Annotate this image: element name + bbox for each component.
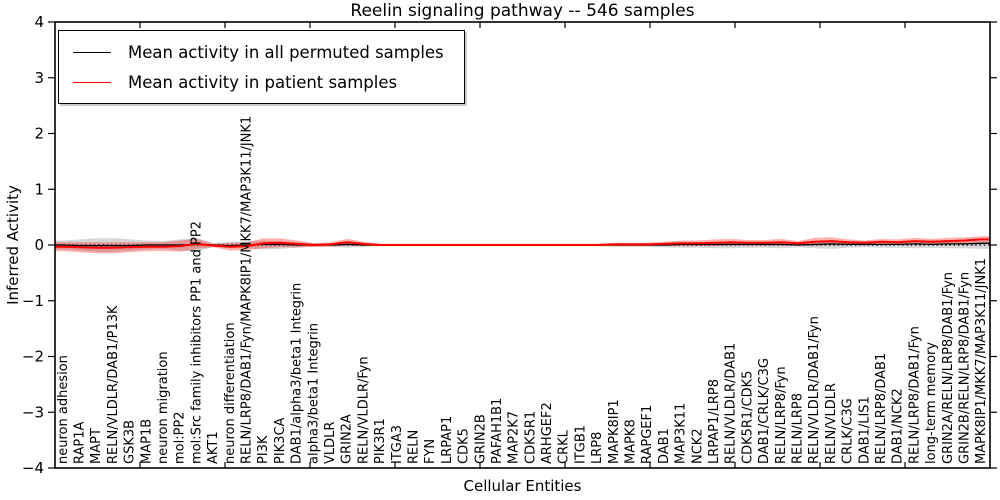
x-tick-label: RELN/VLDLR	[824, 383, 839, 464]
legend-entry-permuted: Mean activity in all permuted samples	[73, 37, 444, 67]
x-tick-label: CRKL	[557, 429, 572, 464]
y-tick-label: −1	[22, 292, 44, 310]
plot-frame	[54, 21, 991, 469]
x-tick-label: RELN/VLDLR/Fyn	[356, 356, 371, 464]
x-tick-label: AKT1	[206, 431, 221, 464]
legend-label-permuted: Mean activity in all permuted samples	[128, 42, 444, 62]
x-tick-label: RELN/LRP8	[790, 393, 805, 464]
x-tick-label: RELN/VLDLR/DAB1/P13K	[106, 305, 121, 464]
x-tick-label: RELN/LRP8/DAB1/Fyn/MAPK8IP1/MKK7/MAP3K11…	[240, 116, 255, 464]
x-tick-label: MAPK8IP1	[607, 399, 622, 464]
x-tick-label: mol:Src family inhibitors PP1 and PP2	[189, 221, 204, 464]
x-tick-label: VLDLR	[323, 422, 338, 464]
y-tick-label: −2	[22, 348, 44, 366]
y-tick-label: −3	[22, 403, 44, 421]
x-tick-label: PIK3CA	[273, 417, 288, 464]
patient-line-swatch	[73, 81, 111, 83]
x-tick-label: RELN/VLDLR/DAB1/Fyn	[807, 316, 822, 464]
x-tick-label: RAP1A	[73, 421, 88, 464]
x-tick-label: GSK3B	[123, 420, 138, 464]
x-axis-label: Cellular Entities	[463, 477, 582, 495]
x-tick-label: MAP2K7	[507, 411, 522, 464]
y-axis-label: Inferred Activity	[4, 185, 22, 305]
x-tick-label: RELN/LRP8/Fyn	[774, 366, 789, 464]
x-tick-label: ITGB1	[573, 425, 588, 464]
x-tick-label: GRIN2B	[473, 414, 488, 464]
x-tick-label: long-term memory	[924, 342, 939, 464]
x-tick-label: DAB1/CRLK/C3G	[757, 358, 772, 464]
legend-label-patient: Mean activity in patient samples	[128, 72, 398, 92]
y-tick-label: 4	[34, 13, 44, 31]
x-tick-label: GRIN2A/RELN/LRP8/DAB1/Fyn	[941, 272, 956, 464]
y-tick-label: 3	[34, 69, 44, 87]
permuted-line-swatch	[73, 51, 111, 53]
x-tick-label: CDK5R1/CDK5	[740, 371, 755, 464]
x-tick-label: mol:PP2	[173, 411, 188, 464]
x-tick-label: RAPGEF1	[640, 405, 655, 464]
x-tick-label: CDK5R1	[523, 411, 538, 464]
x-tick-label: alpha3/beta1 Integrin	[306, 323, 321, 464]
x-tick-label: DAB1/LIS1	[857, 396, 872, 464]
x-tick-label: neuron differentiation	[223, 322, 238, 464]
x-tick-label: LRP8	[590, 432, 605, 464]
legend-entry-patient: Mean activity in patient samples	[73, 67, 444, 97]
x-tick-label: ARHGEF2	[540, 402, 555, 464]
patient-mean-line	[55, 238, 990, 249]
x-tick-label: MAPK8IP1/MKK7/MAP3K11/JNK1	[974, 258, 989, 464]
x-tick-label: DAB1	[657, 428, 672, 464]
x-tick-label: ITGA3	[390, 425, 405, 464]
y-tick-label: 1	[34, 180, 44, 198]
legend: Mean activity in all permuted samples Me…	[58, 30, 465, 104]
x-tick-label: MAPK8	[624, 419, 639, 464]
x-tick-label: DAB1/alpha3/beta1 Integrin	[290, 283, 305, 464]
x-tick-label: CRLK/C3G	[841, 398, 856, 464]
x-tick-label: MAP3K11	[674, 403, 689, 464]
chart-title: Reelin signaling pathway -- 546 samples	[350, 1, 695, 21]
x-tick-label: PI3K	[256, 435, 271, 464]
y-tick-label: 2	[34, 125, 44, 143]
x-tick-label: neuron migration	[156, 351, 171, 464]
x-tick-label: RELN/LRP8/DAB1	[874, 353, 889, 464]
x-tick-label: LRPAP1	[440, 416, 455, 464]
x-tick-label: RELN/LRP8/DAB1/Fyn	[907, 326, 922, 464]
x-tick-label: LRPAP1/LRP8	[707, 379, 722, 464]
x-tick-label: DAB1/NCK2	[891, 388, 906, 464]
x-tick-label: GRIN2A	[340, 414, 355, 464]
x-tick-label: RELN/VLDLR/DAB1	[724, 343, 739, 464]
x-tick-label: PIK3R1	[373, 418, 388, 464]
x-tick-label: PAFAH1B1	[490, 398, 505, 464]
x-tick-label: MAP1B	[139, 419, 154, 464]
x-tick-label: RELN	[406, 430, 421, 464]
y-tick-label: −4	[22, 459, 44, 477]
x-tick-label: MAPT	[89, 428, 104, 464]
x-tick-label: GRIN2B/RELN/LRP8/DAB1/Fyn	[957, 272, 972, 464]
y-tick-label: 0	[34, 236, 44, 254]
x-tick-label: FYN	[423, 439, 438, 464]
x-tick-label: neuron adhesion	[56, 355, 71, 464]
x-tick-label: NCK2	[690, 428, 705, 464]
x-tick-label: CDK5	[457, 428, 472, 464]
